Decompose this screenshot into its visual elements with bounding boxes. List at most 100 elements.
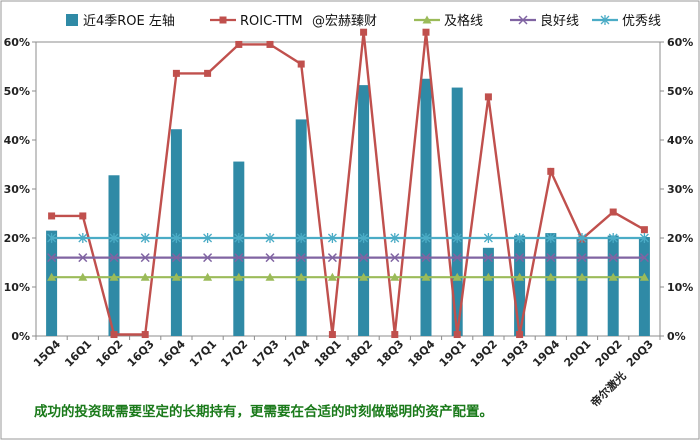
x-marker [577, 253, 587, 263]
y-tick-label: 20% [4, 232, 30, 245]
triangle-marker [234, 272, 244, 281]
bars-layer [46, 78, 650, 337]
caption-text: 成功的投资既需要坚定的长期持有，更需要在合适的时刻做聪明的资产配置。 [34, 403, 493, 420]
roe-bar [451, 87, 463, 336]
star-marker [171, 233, 181, 243]
star-marker [234, 233, 244, 243]
legend-label: 及格线 [444, 13, 483, 29]
square-marker [640, 226, 648, 234]
square-marker [297, 60, 305, 68]
roe-bar [233, 161, 245, 336]
x-marker [518, 15, 528, 25]
triangle-marker [265, 272, 275, 281]
y2-tick-label: 20% [667, 232, 693, 245]
square-marker [453, 331, 461, 339]
star-marker [546, 233, 556, 243]
triangle-marker [515, 272, 525, 281]
roe-bar [295, 119, 307, 336]
star-marker [390, 233, 400, 243]
legend: 近4季ROE 左轴 ROIC-TTM 及格线 良好线 优秀线 [66, 13, 661, 29]
star-marker [203, 233, 213, 243]
series-star [47, 233, 649, 243]
star-marker [327, 233, 337, 243]
x-marker [546, 253, 556, 263]
y2-tick-label: 0% [667, 330, 686, 343]
square-marker [484, 93, 492, 101]
y2-tick-label: 50% [667, 85, 693, 98]
square-marker [141, 331, 149, 339]
x-marker [515, 253, 525, 263]
triangle-marker [639, 272, 649, 281]
triangle-marker [390, 272, 400, 281]
roe-bar [108, 175, 120, 336]
series-line [51, 32, 645, 336]
square-marker [360, 28, 368, 36]
star-marker [265, 233, 275, 243]
star-marker [577, 233, 587, 243]
triangle-marker [422, 15, 432, 24]
series-x [47, 253, 649, 263]
triangle-marker [109, 272, 119, 281]
roe-bar [170, 129, 182, 336]
roe-bar [420, 78, 432, 336]
x-marker [608, 253, 618, 263]
star-marker [421, 233, 431, 243]
y2-tick-label: 30% [667, 183, 693, 196]
square-marker [235, 40, 243, 48]
star-marker [483, 233, 493, 243]
y-tick-label: 60% [4, 36, 30, 49]
x-marker [296, 253, 306, 263]
legend-swatch [66, 14, 78, 26]
legend-item: 优秀线 [592, 14, 661, 29]
star-marker [452, 233, 462, 243]
triangle-marker [47, 272, 57, 281]
triangle-marker [359, 272, 369, 281]
y2-tick-label: 40% [667, 134, 693, 147]
square-marker [422, 28, 430, 36]
legend-item: 及格线 [414, 13, 483, 29]
square-marker [172, 69, 180, 77]
series-triangle [47, 272, 649, 281]
x-marker [47, 253, 57, 263]
lines-layer [47, 28, 649, 339]
square-marker [110, 331, 118, 339]
x-marker [327, 253, 337, 263]
legend-item: 良好线 [510, 13, 579, 29]
y-tick-label: 30% [4, 183, 30, 196]
x-marker [639, 253, 649, 263]
x-marker [390, 253, 400, 263]
star-marker [47, 233, 57, 243]
legend-item: ROIC-TTM [210, 14, 303, 29]
star-marker [639, 233, 649, 243]
legend-label: 近4季ROE 左轴 [83, 14, 175, 29]
y2-tick-label: 60% [667, 36, 693, 49]
roe-bar [358, 85, 370, 337]
square-marker [79, 212, 87, 220]
y-tick-label: 50% [4, 85, 30, 98]
triangle-marker [140, 272, 150, 281]
star-marker [296, 233, 306, 243]
star-marker [600, 15, 610, 25]
x-marker [234, 253, 244, 263]
x-marker [171, 253, 181, 263]
square-marker [266, 40, 274, 48]
watermark-text: @宏赫臻财 [312, 14, 377, 29]
roe-bar [576, 237, 588, 336]
triangle-marker [171, 272, 181, 281]
square-marker [609, 208, 617, 216]
x-marker [483, 253, 493, 263]
square-marker [328, 331, 336, 339]
roe-bar [514, 235, 526, 336]
roe-bar [607, 235, 619, 336]
roe-bar [482, 247, 494, 336]
roe-bar [638, 237, 650, 336]
x-marker [109, 253, 119, 263]
roe-bar [46, 230, 58, 336]
star-marker [359, 233, 369, 243]
square-marker [219, 16, 227, 24]
triangle-marker [608, 272, 618, 281]
star-marker [109, 233, 119, 243]
x-marker [265, 253, 275, 263]
x-marker [421, 253, 431, 263]
